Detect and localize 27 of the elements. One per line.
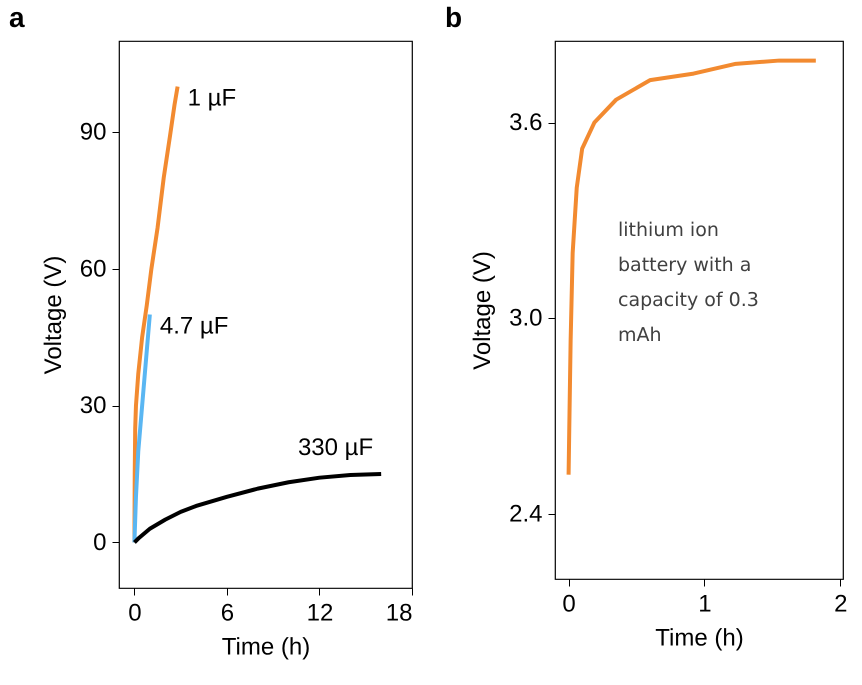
y-axis-title: Voltage (V): [40, 256, 67, 374]
x-tick-label: 12: [306, 600, 334, 626]
x-tick-label: 0: [562, 590, 576, 618]
y-tick-label: 30: [80, 392, 106, 420]
y-tick-label: 3.0: [509, 304, 542, 332]
x-axis-title: Time (h): [222, 634, 310, 660]
y-tick-label: 0: [93, 528, 106, 556]
line-series: [132, 472, 384, 544]
x-tick-label: 0: [128, 600, 142, 626]
x-tick-label: 18: [386, 600, 412, 626]
x-tick-label: 1: [698, 590, 712, 618]
series-label: 330 µF: [298, 434, 374, 462]
y-tick-label: 90: [80, 118, 106, 146]
series-label: 4.7 µF: [160, 312, 228, 340]
chart-title: b: [445, 2, 462, 33]
line-series: [566, 58, 818, 477]
y-tick-label: 2.4: [509, 500, 542, 528]
x-tick-label: 6: [220, 600, 234, 626]
x-axis-title: Time (h): [655, 624, 744, 652]
series-label: 1 µF: [188, 84, 236, 112]
y-tick-label: 60: [80, 255, 106, 282]
chart-title: a: [9, 2, 25, 33]
y-axis-title: Voltage (V): [469, 251, 496, 370]
annotation: lithium ion battery with a capacity of 0.3 mAh: [618, 219, 759, 346]
y-tick-label: 3.6: [509, 109, 542, 136]
x-tick-label: 2: [834, 590, 848, 618]
line-series: [132, 312, 152, 544]
